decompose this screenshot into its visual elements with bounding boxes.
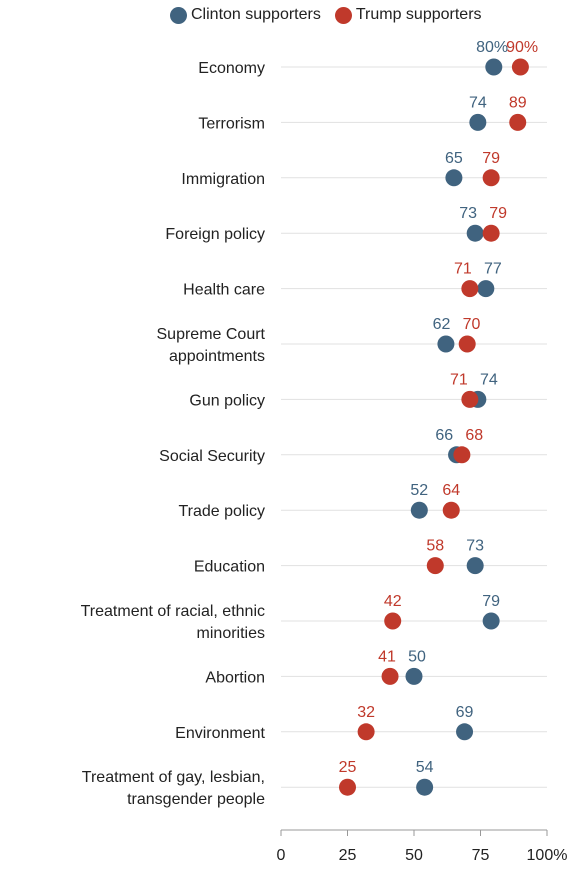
trump-dot [458, 335, 476, 353]
clinton-value-label: 74 [480, 371, 498, 388]
trump-dot [426, 557, 444, 575]
trump-dot [482, 224, 500, 242]
trump-value-label: 90% [506, 39, 538, 56]
x-tick-label: 100% [527, 847, 568, 864]
clinton-dot [482, 612, 500, 630]
clinton-dot [466, 557, 484, 575]
category-label: Education [194, 559, 265, 576]
x-tick-label: 50 [405, 847, 423, 864]
category-label: Gun policy [189, 392, 265, 409]
trump-dot [339, 778, 356, 796]
clinton-dot [485, 58, 503, 76]
clinton-dot [416, 778, 434, 796]
clinton-value-label: 77 [484, 261, 502, 278]
clinton-value-label: 80% [476, 39, 508, 56]
category-label: Terrorism [198, 115, 265, 132]
trump-value-label: 70 [463, 316, 481, 333]
category-label: appointments [169, 348, 265, 365]
trump-dot [511, 58, 529, 76]
trump-dot [461, 390, 479, 408]
clinton-value-label: 79 [482, 593, 500, 610]
legend-label-clinton: Clinton supporters [191, 6, 321, 23]
trump-value-label: 89 [509, 94, 527, 111]
trump-value-label: 79 [489, 205, 507, 222]
trump-value-label: 41 [378, 648, 396, 665]
clinton-value-label: 73 [466, 538, 484, 555]
x-tick-label: 75 [472, 847, 490, 864]
clinton-value-label: 65 [445, 150, 463, 167]
trump-dot [461, 280, 479, 298]
trump-value-label: 79 [482, 150, 500, 167]
trump-dot [442, 501, 460, 519]
trump-value-label: 58 [426, 538, 444, 555]
clinton-value-label: 50 [408, 648, 426, 665]
trump-value-label: 71 [450, 371, 468, 388]
legend-item-clinton: Clinton supporters [170, 6, 321, 24]
legend-label-trump: Trump supporters [355, 6, 482, 23]
legend-swatch-clinton [170, 6, 187, 24]
category-label: Trade policy [178, 503, 265, 520]
trump-dot [509, 113, 527, 131]
trump-dot [381, 667, 399, 685]
trump-value-label: 25 [339, 759, 357, 776]
trump-value-label: 71 [454, 261, 472, 278]
category-label: Treatment of gay, lesbian, [82, 769, 265, 786]
clinton-dot [445, 169, 463, 187]
clinton-value-label: 66 [435, 427, 453, 444]
category-label: Treatment of racial, ethnic [81, 603, 265, 620]
trump-dot [384, 612, 402, 630]
x-tick-label: 25 [339, 847, 357, 864]
trump-value-label: 68 [465, 427, 483, 444]
category-label: Foreign policy [165, 226, 265, 243]
legend-item-trump: Trump supporters [334, 6, 482, 24]
category-label: Supreme Court [157, 326, 266, 343]
trump-value-label: 64 [442, 482, 460, 499]
trump-dot [453, 446, 471, 464]
category-label: transgender people [127, 791, 265, 808]
category-label: Health care [183, 282, 265, 299]
clinton-dot [466, 224, 484, 242]
clinton-dot [477, 280, 495, 298]
trump-dot [357, 723, 375, 741]
category-label: Economy [198, 60, 265, 77]
legend-swatch-trump [334, 6, 352, 24]
clinton-dot [405, 667, 423, 685]
clinton-dot [410, 501, 428, 519]
category-label: Social Security [159, 448, 265, 465]
category-label: Environment [175, 725, 265, 742]
category-label: Immigration [181, 171, 265, 188]
clinton-dot [456, 723, 474, 741]
x-tick-label: 0 [277, 847, 286, 864]
clinton-value-label: 54 [416, 759, 434, 776]
legend: Clinton supporters Trump supporters [170, 6, 482, 24]
clinton-value-label: 62 [433, 316, 451, 333]
clinton-value-label: 52 [410, 482, 428, 499]
category-label: Abortion [205, 669, 265, 686]
clinton-dot [469, 113, 487, 131]
trump-dot [482, 169, 500, 187]
clinton-value-label: 69 [456, 704, 474, 721]
category-label: minorities [197, 625, 265, 642]
trump-value-label: 32 [357, 704, 375, 721]
clinton-value-label: 73 [459, 205, 477, 222]
trump-value-label: 42 [384, 593, 402, 610]
clinton-value-label: 74 [469, 94, 487, 111]
clinton-dot [437, 335, 455, 353]
